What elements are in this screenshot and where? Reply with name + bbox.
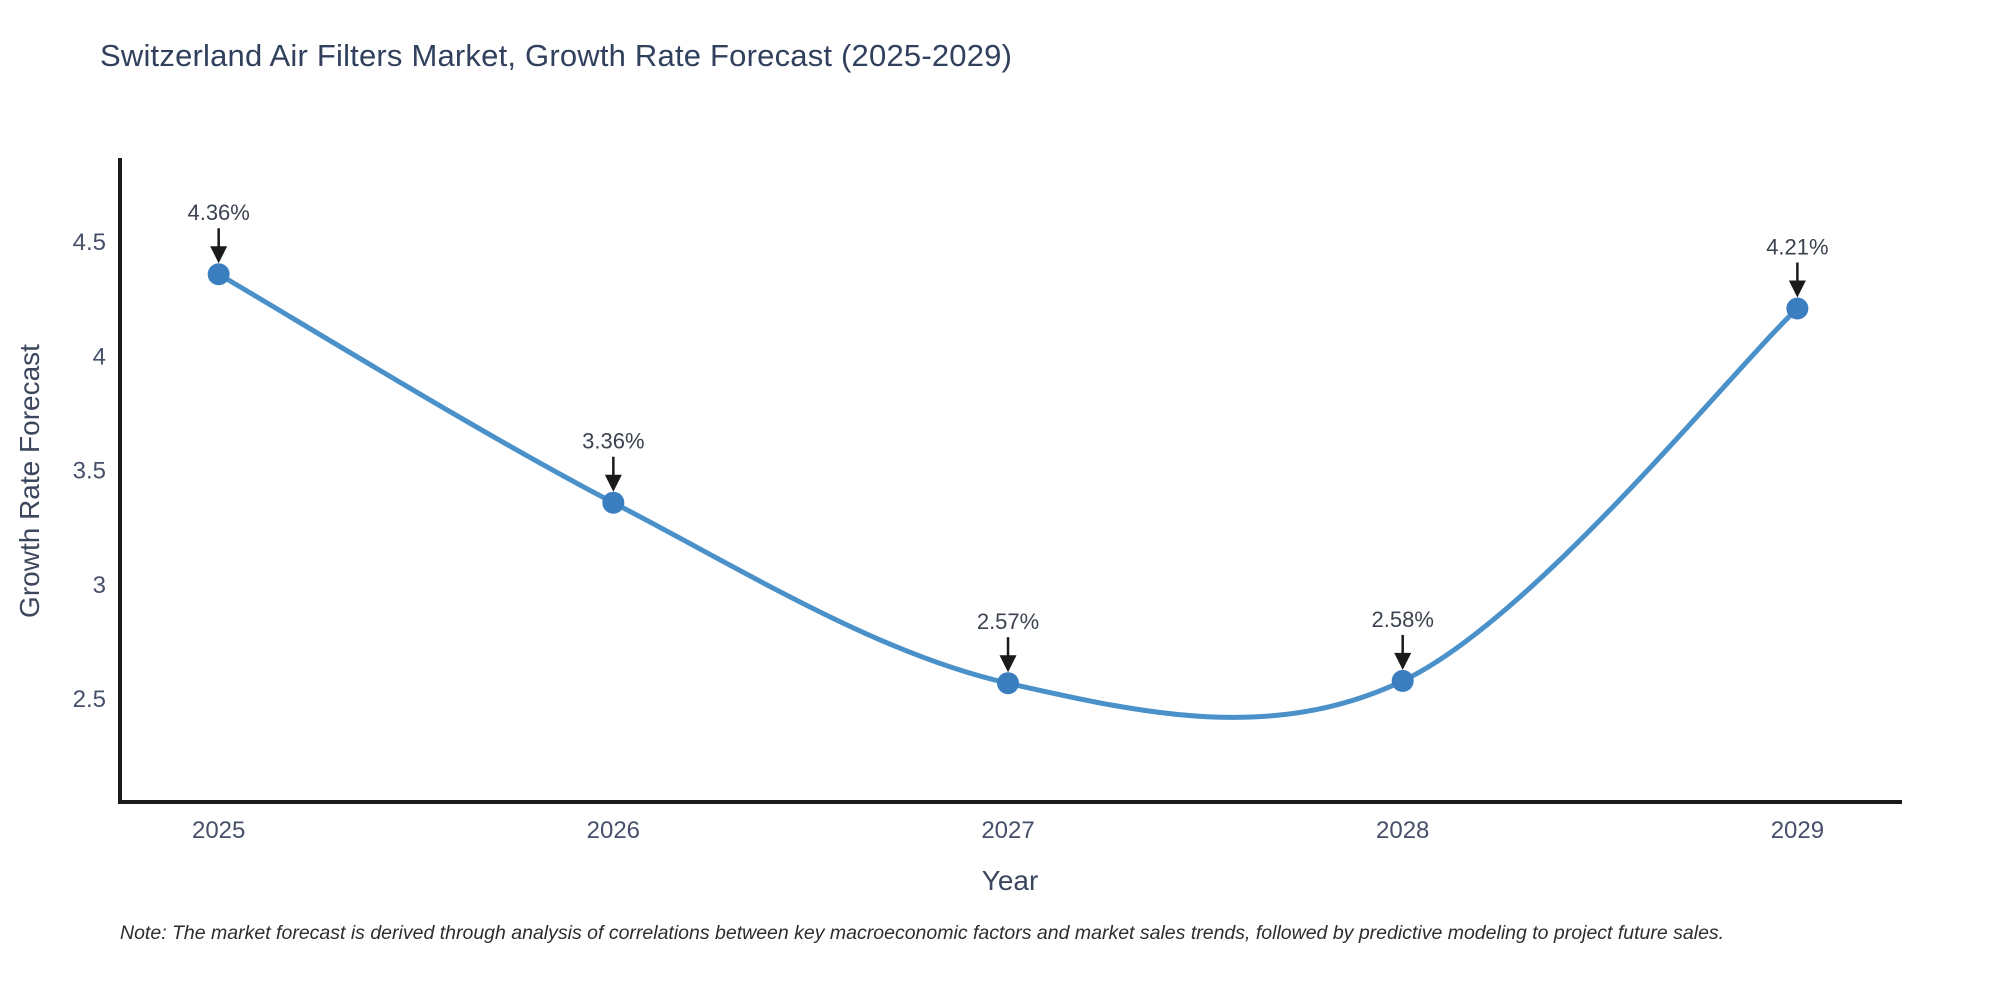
x-axis-title: Year: [981, 865, 1039, 896]
annotation-arrowhead-icon: [999, 655, 1017, 673]
y-tick-label: 3: [93, 572, 106, 599]
x-tick-label: 2025: [192, 817, 245, 844]
data-point-marker: [1786, 297, 1809, 320]
data-point-marker: [997, 672, 1020, 695]
annotation-arrowhead-icon: [1394, 652, 1412, 670]
footnote: Note: The market forecast is derived thr…: [120, 922, 1725, 944]
x-axis-tick-labels: 2025 2026 2027 2028 2029: [192, 817, 1824, 844]
axes: [118, 158, 1902, 804]
point-annotations: 4.36% 3.36% 2.57% 2.58% 4.21%: [187, 200, 1829, 673]
y-axis-tick-labels: 2.5 3 3.5 4 4.5: [73, 229, 106, 713]
point-annotation: 4.36%: [187, 200, 250, 264]
data-point-marker: [207, 263, 230, 286]
annotation-arrowhead-icon: [604, 474, 622, 492]
data-point-marker: [1391, 669, 1414, 692]
point-annotation: 2.58%: [1372, 607, 1434, 670]
annotation-label: 3.36%: [582, 429, 644, 454]
x-tick-label: 2027: [981, 817, 1034, 844]
annotation-label: 4.36%: [187, 200, 249, 225]
x-tick-label: 2028: [1376, 817, 1429, 844]
annotation-label: 2.57%: [977, 609, 1039, 634]
annotation-label: 2.58%: [1372, 607, 1434, 632]
annotation-arrowhead-icon: [1788, 280, 1806, 298]
annotation-arrowhead-icon: [210, 246, 228, 264]
data-point-marker: [602, 491, 625, 514]
y-tick-label: 3.5: [73, 458, 106, 485]
chart-title: Switzerland Air Filters Market, Growth R…: [100, 38, 1013, 73]
point-annotation: 3.36%: [582, 429, 645, 492]
x-tick-label: 2029: [1771, 817, 1824, 844]
data-point-markers: [207, 263, 1809, 695]
y-tick-label: 4: [93, 343, 106, 370]
point-annotation: 2.57%: [977, 609, 1039, 673]
annotation-label: 4.21%: [1766, 235, 1828, 260]
y-tick-label: 2.5: [73, 686, 106, 713]
point-annotation: 4.21%: [1766, 235, 1829, 298]
x-tick-label: 2026: [587, 817, 640, 844]
y-tick-label: 4.5: [73, 229, 106, 256]
